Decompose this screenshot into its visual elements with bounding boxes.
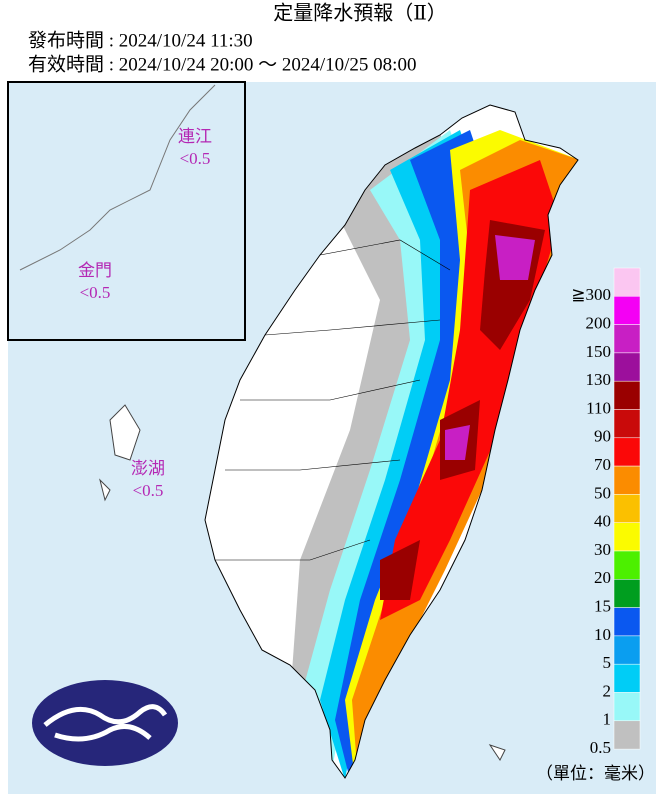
legend-swatch — [613, 607, 641, 637]
legend-swatch — [613, 494, 641, 523]
island-value: <0.5 — [180, 149, 211, 168]
valid-time: 有效時間 : 2024/10/24 20:00 ～ 2024/10/25 08:… — [28, 53, 416, 75]
island-name: 金門 — [78, 261, 112, 280]
legend-swatch — [613, 437, 641, 467]
legend-label: 200 — [586, 314, 612, 333]
island-name: 連江 — [178, 127, 212, 146]
legend-swatch — [613, 465, 641, 495]
legend-swatch — [613, 380, 641, 410]
legend-label: 20 — [594, 568, 611, 587]
inset-box — [7, 81, 246, 341]
legend-label: 70 — [594, 455, 611, 474]
legend-swatch — [613, 409, 641, 439]
taiwan-outline — [204, 104, 579, 779]
coastline — [19, 84, 216, 271]
island-value: <0.5 — [80, 283, 111, 302]
legend-label: 150 — [586, 342, 612, 361]
logo — [32, 680, 178, 766]
legend-label: 15 — [594, 597, 611, 616]
legend-label: 10 — [594, 625, 611, 644]
title: 定量降水預報（Ⅱ） — [273, 2, 447, 25]
legend-label: 40 — [594, 512, 611, 531]
legend-swatch — [613, 296, 641, 325]
legend-label: ≧300 — [571, 285, 611, 304]
unit-label: （單位：毫米） — [536, 764, 655, 783]
legend-swatch — [613, 352, 641, 382]
legend: ≧300 200 150 130 110 90 70 50 40 30 20 15 10 5 2 1 0.5 — [571, 267, 641, 757]
legend-swatch — [613, 663, 641, 693]
small-island — [99, 404, 506, 761]
legend-swatch — [613, 692, 641, 722]
legend-label: 50 — [594, 483, 611, 502]
legend-swatch — [613, 635, 641, 665]
legend-label: 5 — [603, 653, 612, 672]
legend-label: 2 — [603, 681, 612, 700]
legend-swatch — [613, 267, 641, 297]
island-labels: 連江 <0.5 金門 <0.5 澎湖 <0.5 — [78, 127, 212, 500]
legend-label: 0.5 — [590, 738, 611, 757]
issued-time: 發布時間 : 2024/10/24 11:30 — [28, 29, 253, 51]
legend-label: 1 — [603, 710, 612, 729]
legend-label: 110 — [586, 398, 611, 417]
legend-swatch — [613, 522, 641, 552]
legend-label: 130 — [586, 370, 612, 389]
county-border — [215, 239, 451, 561]
legend-swatch — [613, 720, 641, 750]
legend-swatch — [613, 324, 641, 354]
island-value: <0.5 — [133, 481, 164, 500]
legend-swatch — [613, 550, 641, 580]
legend-label: 30 — [594, 540, 611, 559]
legend-label: 90 — [594, 427, 611, 446]
logo-swirl — [43, 704, 168, 742]
legend-swatch — [613, 579, 641, 608]
island-name: 澎湖 — [131, 459, 165, 478]
